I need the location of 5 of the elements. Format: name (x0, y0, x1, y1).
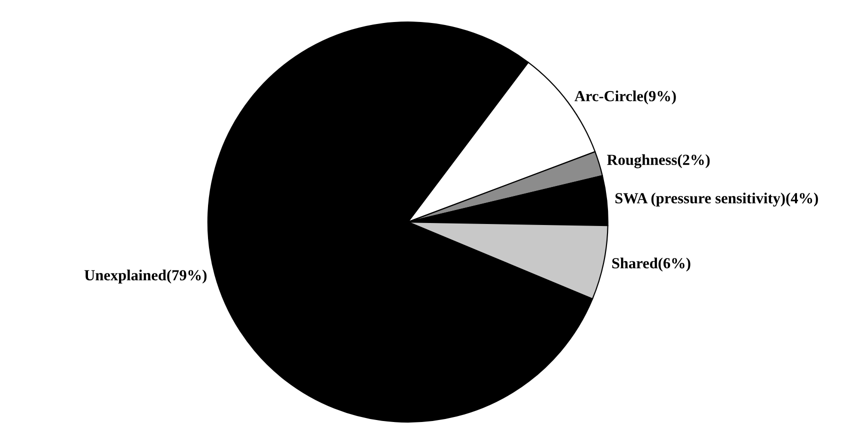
slice-label: SWA (pressure sensitivity)(4%) (615, 192, 818, 207)
slice-label: Unexplained(79%) (84, 270, 207, 284)
slice-label: Arc-Circle(9%) (574, 90, 676, 104)
slice-label: Shared(6%) (612, 258, 690, 272)
slice-label: Roughness(2%) (607, 154, 710, 168)
